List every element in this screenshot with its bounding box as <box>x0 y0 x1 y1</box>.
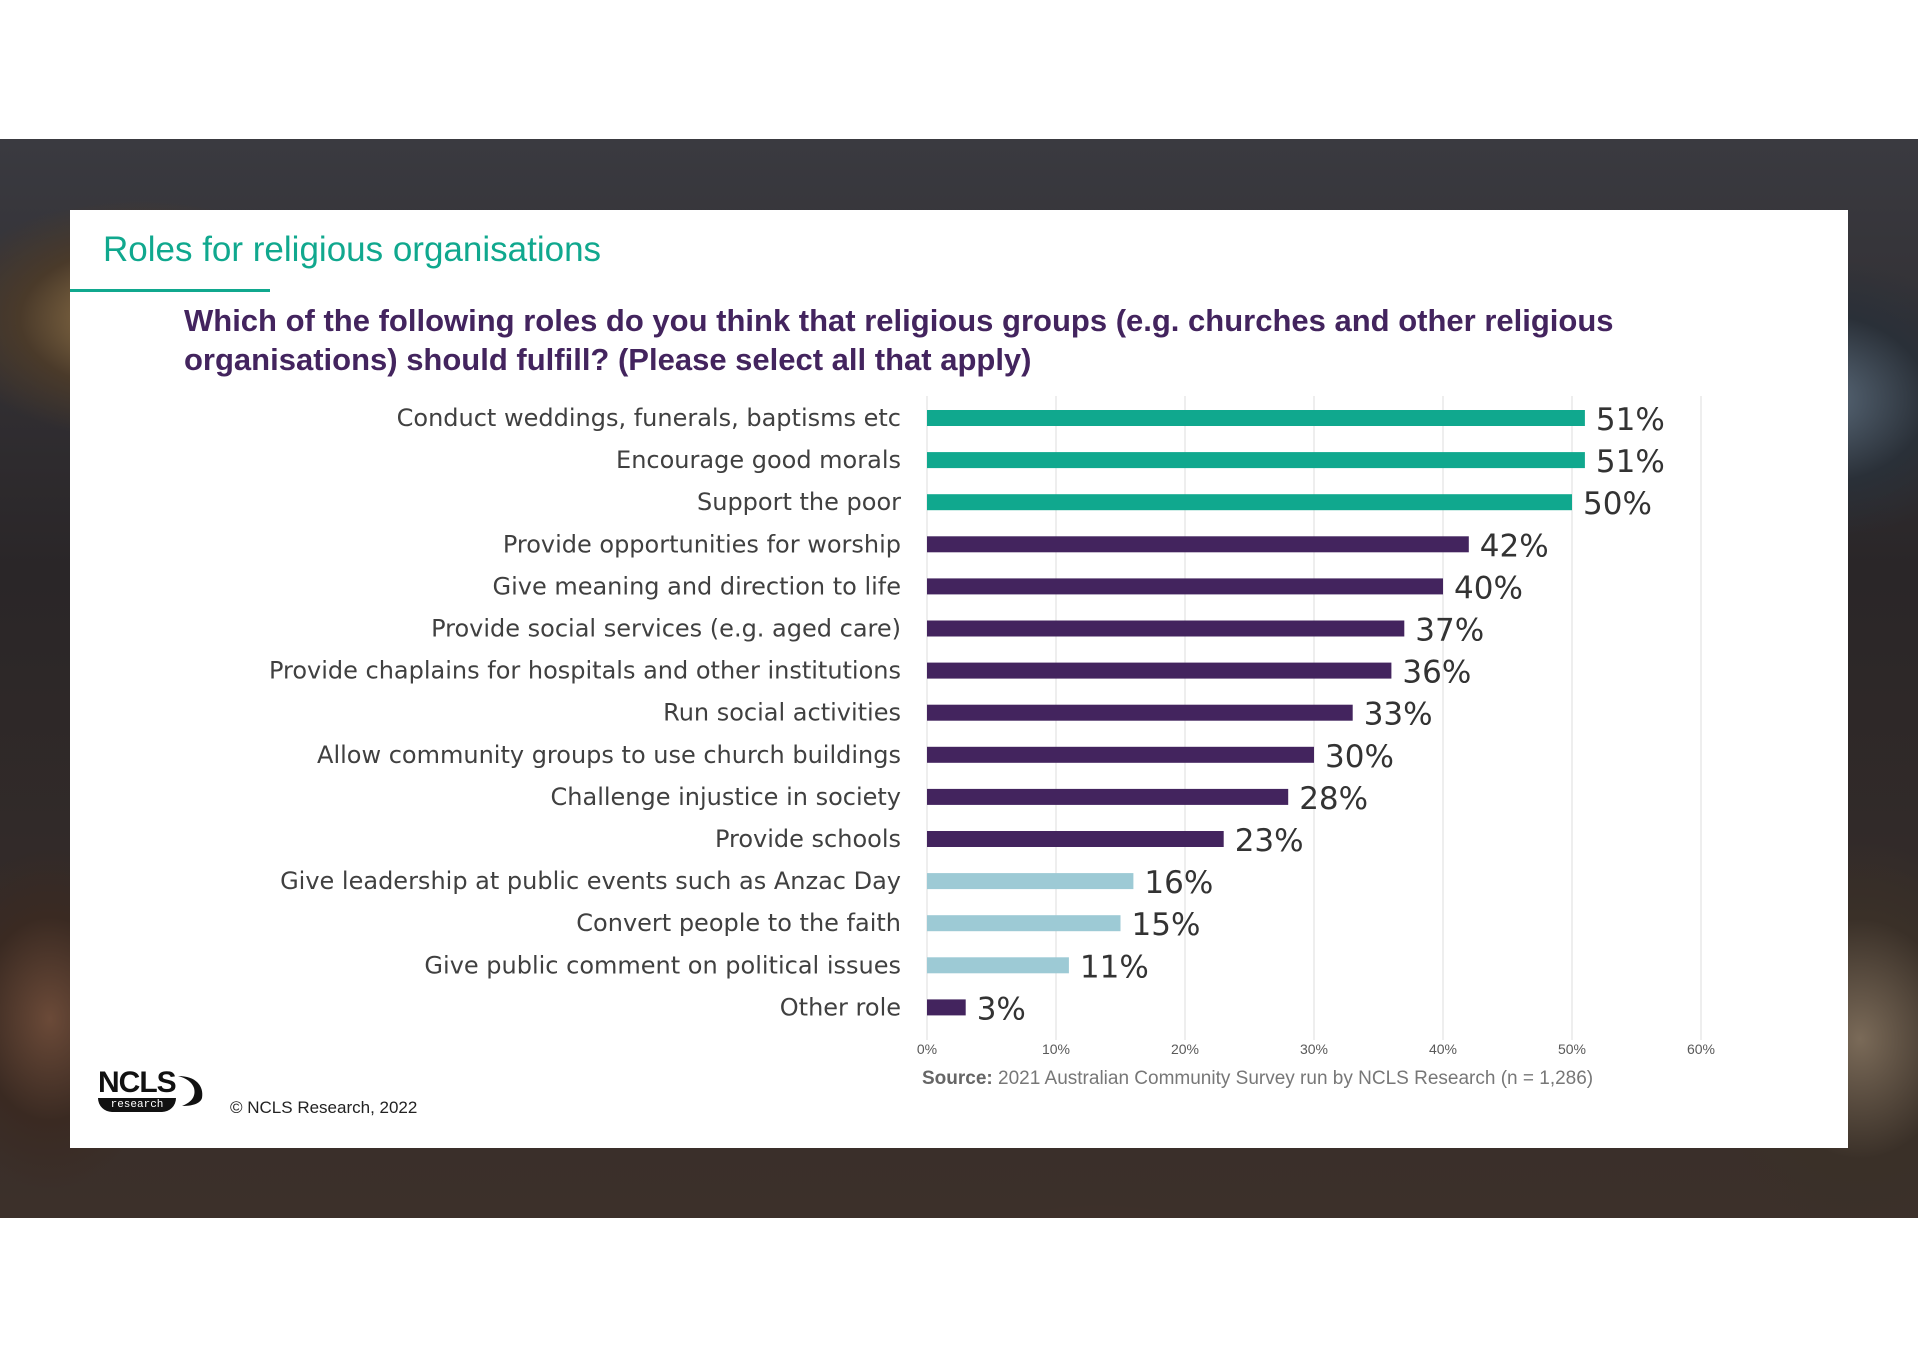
category-label: Other role <box>780 993 901 1021</box>
category-label: Provide opportunities for worship <box>503 530 901 558</box>
bar <box>927 957 1069 974</box>
data-label: 51% <box>1596 402 1665 438</box>
x-tick-label: 20% <box>1171 1041 1199 1057</box>
category-label: Allow community groups to use church bui… <box>317 741 901 769</box>
source-note: Source: 2021 Australian Community Survey… <box>922 1068 1593 1090</box>
data-label: 42% <box>1480 528 1549 564</box>
data-label: 3% <box>977 991 1026 1027</box>
slide-card: Roles for religious organisations Which … <box>70 210 1848 1148</box>
x-tick-label: 10% <box>1042 1041 1070 1057</box>
category-label: Conduct weddings, funerals, baptisms etc <box>397 404 901 432</box>
data-label: 28% <box>1299 781 1368 817</box>
data-label: 11% <box>1080 949 1149 985</box>
x-tick-label: 50% <box>1558 1041 1586 1057</box>
x-tick-label: 30% <box>1300 1041 1328 1057</box>
data-label: 15% <box>1132 907 1201 943</box>
data-label: 37% <box>1415 613 1484 649</box>
bar <box>927 831 1224 847</box>
data-label: 16% <box>1144 865 1213 901</box>
copyright-text: © NCLS Research, 2022 <box>230 1098 418 1117</box>
bar <box>927 999 966 1016</box>
category-label: Give public comment on political issues <box>424 951 901 979</box>
data-label: 36% <box>1402 655 1471 691</box>
x-tick-label: 40% <box>1429 1041 1457 1057</box>
category-label: Convert people to the faith <box>576 909 901 937</box>
data-label: 51% <box>1596 444 1665 480</box>
category-label: Provide social services (e.g. aged care) <box>431 615 901 643</box>
x-tick-label: 60% <box>1687 1041 1715 1057</box>
data-label: 50% <box>1583 486 1652 522</box>
survey-question: Which of the following roles do you thin… <box>184 303 1614 377</box>
category-label: Encourage good morals <box>616 446 901 474</box>
data-label: 30% <box>1325 739 1394 775</box>
category-label: Challenge injustice in society <box>551 783 901 811</box>
category-label: Support the poor <box>697 488 901 516</box>
bar <box>927 494 1572 511</box>
bar <box>927 704 1353 721</box>
category-label: Provide chaplains for hospitals and othe… <box>269 657 901 685</box>
category-label: Give meaning and direction to life <box>492 572 901 600</box>
category-label: Run social activities <box>663 699 901 727</box>
source-label: Source: <box>922 1068 993 1089</box>
bar <box>927 536 1469 553</box>
bar-chart: 0% 10% 20% 30% 40% 50% 60% Conduct weddings, fu… <box>269 396 1715 1057</box>
data-label: 23% <box>1235 823 1304 859</box>
ncls-logo: NCLS <box>98 1066 177 1099</box>
bar <box>927 452 1585 469</box>
bar <box>927 410 1585 426</box>
bar <box>927 746 1314 763</box>
data-label: 33% <box>1364 697 1433 733</box>
category-label: Give leadership at public events such as… <box>280 867 901 895</box>
ncls-logo-subtext: research <box>98 1098 176 1112</box>
title-underline <box>70 289 270 292</box>
bar <box>927 578 1443 595</box>
source-text: 2021 Australian Community Survey run by … <box>992 1068 1594 1089</box>
bar <box>927 788 1289 805</box>
data-label: 40% <box>1454 570 1523 606</box>
bar <box>927 873 1134 890</box>
bar <box>927 915 1121 932</box>
bar <box>927 662 1392 679</box>
page-title: Roles for religious organisations <box>103 230 602 269</box>
x-tick-label: 0% <box>917 1041 937 1057</box>
category-label: Provide schools <box>715 825 901 853</box>
logo-swoosh-icon <box>178 1076 203 1106</box>
bar <box>927 620 1405 637</box>
